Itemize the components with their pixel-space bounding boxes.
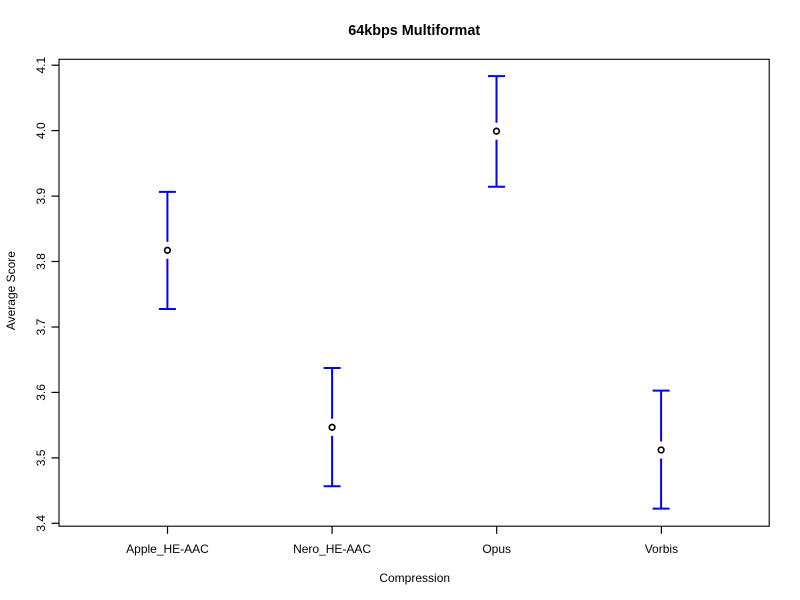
svg-text:Vorbis: Vorbis bbox=[645, 542, 678, 556]
svg-text:Opus: Opus bbox=[482, 542, 511, 556]
svg-text:3.6: 3.6 bbox=[34, 384, 48, 401]
svg-text:3.9: 3.9 bbox=[34, 187, 48, 204]
svg-text:Nero_HE-AAC: Nero_HE-AAC bbox=[293, 542, 371, 556]
svg-text:3.5: 3.5 bbox=[34, 449, 48, 466]
svg-text:Apple_HE-AAC: Apple_HE-AAC bbox=[126, 542, 209, 556]
svg-text:3.7: 3.7 bbox=[34, 318, 48, 335]
svg-text:3.8: 3.8 bbox=[34, 253, 48, 270]
svg-text:3.4: 3.4 bbox=[34, 515, 48, 532]
svg-text:64kbps Multiformat: 64kbps Multiformat bbox=[348, 23, 480, 39]
svg-text:Compression: Compression bbox=[379, 571, 450, 585]
svg-text:4.1: 4.1 bbox=[34, 57, 48, 74]
svg-text:4.0: 4.0 bbox=[34, 122, 48, 139]
svg-text:Average Score: Average Score bbox=[4, 251, 18, 330]
